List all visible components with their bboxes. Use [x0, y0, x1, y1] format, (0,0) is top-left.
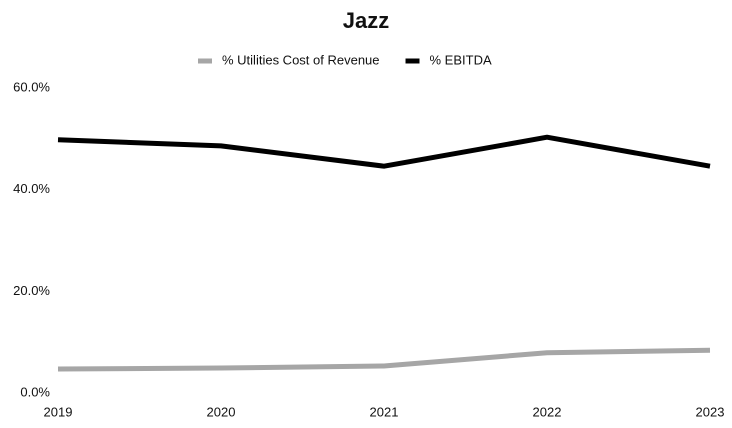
series-line	[57, 134, 711, 169]
x-tick-label: 2019	[44, 404, 73, 419]
y-tick-label: 40.0%	[13, 181, 50, 196]
legend-label: % EBITDA	[430, 52, 492, 67]
chart-title: Jazz	[343, 8, 389, 33]
x-tick-label: 2022	[533, 404, 562, 419]
y-tick-label: 60.0%	[13, 79, 50, 94]
x-tick-label: 2021	[370, 404, 399, 419]
y-tick-label: 0.0%	[20, 384, 50, 399]
x-tick-label: 2020	[207, 404, 236, 419]
x-tick-label: 2023	[696, 404, 725, 419]
legend-label: % Utilities Cost of Revenue	[222, 52, 380, 67]
y-tick-label: 20.0%	[13, 283, 50, 298]
series-line	[57, 347, 711, 372]
